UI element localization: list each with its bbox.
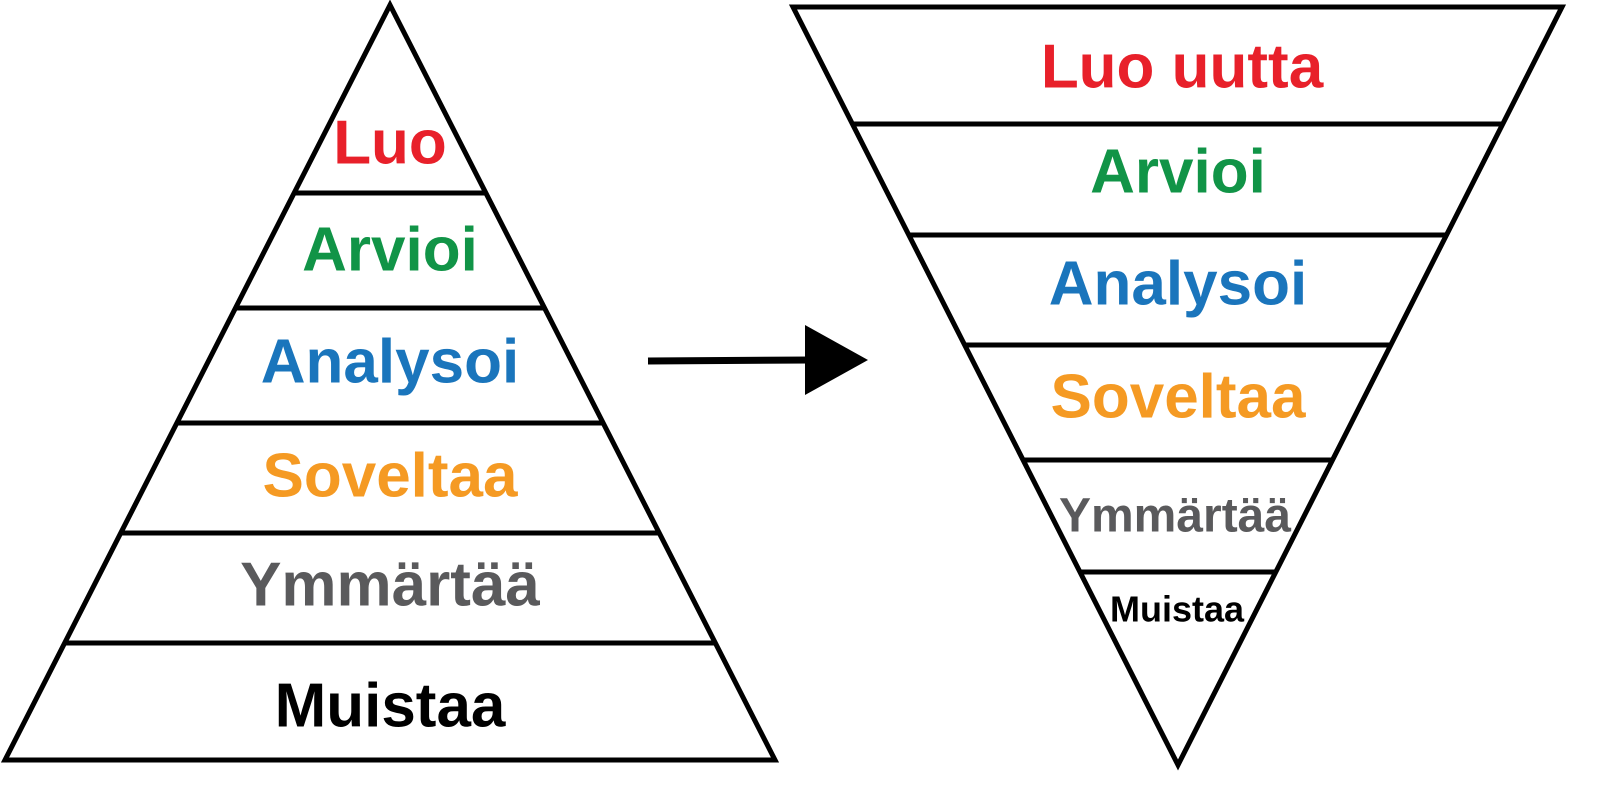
level-label: Luo <box>333 108 447 177</box>
right-pyramid: Luo uutta Arvioi Analysoi Soveltaa Ymmär… <box>788 4 1567 771</box>
arrow <box>647 325 868 395</box>
level-label: Luo uutta <box>1041 32 1324 101</box>
level-label: Muistaa <box>275 671 506 740</box>
level-label: Soveltaa <box>1050 362 1306 431</box>
arrow-shaft <box>647 356 813 365</box>
level-label: Ymmärtää <box>240 550 540 619</box>
level-label: Arvioi <box>1090 137 1266 206</box>
level-label: Analysoi <box>261 327 519 396</box>
level-label: Soveltaa <box>262 441 518 510</box>
triangle <box>0 0 780 763</box>
left-pyramid: Luo Arvioi Analysoi Soveltaa Ymmärtää Mu… <box>0 0 780 763</box>
level-label: Analysoi <box>1049 249 1307 318</box>
arrow-head <box>805 325 868 395</box>
level-label: Arvioi <box>302 215 478 284</box>
level-label: Muistaa <box>1110 589 1245 630</box>
triangle <box>788 4 1567 771</box>
level-label: Ymmärtää <box>1059 490 1291 543</box>
